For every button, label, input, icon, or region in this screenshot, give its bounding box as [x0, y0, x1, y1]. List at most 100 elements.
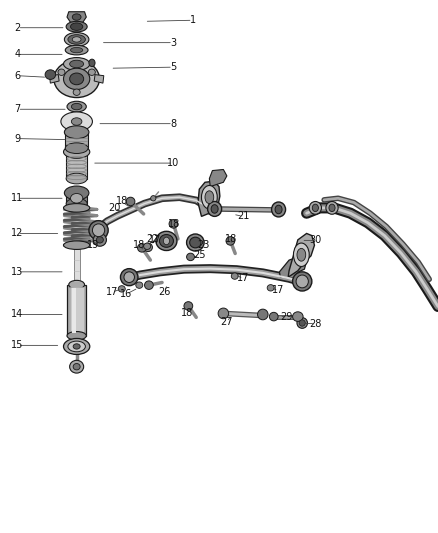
Ellipse shape [66, 173, 87, 184]
Ellipse shape [54, 60, 99, 98]
Ellipse shape [71, 23, 83, 30]
Text: 17: 17 [272, 286, 285, 295]
Ellipse shape [93, 233, 106, 246]
Text: 13: 13 [11, 267, 24, 277]
Ellipse shape [118, 286, 125, 292]
Bar [66, 193, 87, 204]
Polygon shape [288, 233, 314, 277]
Ellipse shape [61, 112, 92, 131]
Ellipse shape [68, 35, 85, 44]
Text: 3: 3 [170, 38, 176, 47]
Ellipse shape [68, 341, 85, 352]
Ellipse shape [67, 332, 86, 340]
Ellipse shape [73, 89, 80, 95]
Polygon shape [67, 12, 86, 22]
Bar [67, 285, 86, 336]
Ellipse shape [156, 231, 177, 251]
Text: 1: 1 [190, 15, 196, 25]
Text: 8: 8 [170, 119, 176, 128]
Ellipse shape [64, 126, 89, 139]
Ellipse shape [66, 21, 87, 32]
Ellipse shape [329, 204, 335, 212]
Text: 21: 21 [237, 212, 249, 221]
Text: 16: 16 [120, 289, 132, 299]
Text: 5: 5 [170, 62, 176, 72]
Ellipse shape [138, 244, 146, 252]
Ellipse shape [69, 280, 85, 289]
Ellipse shape [70, 73, 84, 85]
Ellipse shape [92, 224, 105, 237]
Ellipse shape [64, 33, 89, 46]
Ellipse shape [151, 196, 156, 201]
Text: 26: 26 [158, 287, 170, 296]
Ellipse shape [296, 275, 308, 288]
Ellipse shape [71, 193, 83, 203]
Text: 18: 18 [116, 197, 128, 206]
Ellipse shape [67, 101, 86, 112]
Text: 7: 7 [14, 104, 21, 114]
Text: 17: 17 [237, 273, 250, 283]
Bar [74, 245, 80, 284]
Text: 10: 10 [167, 158, 179, 168]
Ellipse shape [293, 312, 303, 321]
Text: 18: 18 [168, 219, 180, 229]
Ellipse shape [89, 59, 95, 67]
Ellipse shape [88, 69, 95, 76]
Text: 17: 17 [149, 235, 162, 245]
Ellipse shape [231, 273, 238, 279]
Ellipse shape [272, 202, 286, 217]
Ellipse shape [64, 68, 90, 90]
Ellipse shape [64, 58, 90, 70]
Ellipse shape [187, 234, 204, 251]
Text: 19: 19 [87, 240, 99, 250]
Ellipse shape [208, 201, 222, 216]
Text: 23: 23 [198, 240, 210, 250]
Text: 18: 18 [133, 240, 145, 250]
Ellipse shape [72, 14, 81, 20]
Ellipse shape [145, 281, 153, 289]
Ellipse shape [136, 282, 143, 288]
Text: 9: 9 [14, 134, 21, 143]
Text: 29: 29 [281, 312, 293, 321]
Ellipse shape [72, 37, 81, 42]
Ellipse shape [326, 201, 338, 214]
Ellipse shape [309, 201, 321, 214]
Ellipse shape [70, 360, 84, 373]
Ellipse shape [64, 186, 89, 200]
Ellipse shape [65, 45, 88, 55]
Ellipse shape [184, 302, 193, 310]
Text: 4: 4 [14, 50, 21, 59]
Ellipse shape [201, 185, 217, 209]
Text: 6: 6 [14, 71, 21, 80]
Ellipse shape [269, 312, 278, 321]
Ellipse shape [293, 272, 312, 291]
Text: 15: 15 [11, 341, 24, 350]
Ellipse shape [124, 272, 134, 282]
Text: 14: 14 [11, 310, 24, 319]
Ellipse shape [144, 243, 151, 249]
Bar [72, 288, 76, 333]
Ellipse shape [89, 221, 108, 240]
Ellipse shape [293, 243, 309, 266]
Ellipse shape [187, 253, 194, 261]
Text: 22: 22 [146, 234, 159, 244]
Text: 25: 25 [193, 250, 205, 260]
Ellipse shape [258, 309, 268, 320]
Ellipse shape [126, 197, 135, 206]
Ellipse shape [299, 320, 305, 326]
Text: 12: 12 [11, 229, 24, 238]
Ellipse shape [163, 237, 170, 245]
Ellipse shape [45, 70, 56, 79]
Polygon shape [198, 181, 220, 216]
Text: 17: 17 [106, 287, 118, 297]
Polygon shape [279, 256, 307, 278]
Polygon shape [209, 169, 227, 187]
Ellipse shape [211, 205, 218, 213]
Ellipse shape [58, 69, 65, 76]
Ellipse shape [218, 308, 229, 319]
Ellipse shape [159, 235, 173, 247]
Ellipse shape [71, 103, 82, 110]
Ellipse shape [275, 205, 282, 214]
Text: 18: 18 [225, 234, 237, 244]
Ellipse shape [66, 198, 87, 209]
